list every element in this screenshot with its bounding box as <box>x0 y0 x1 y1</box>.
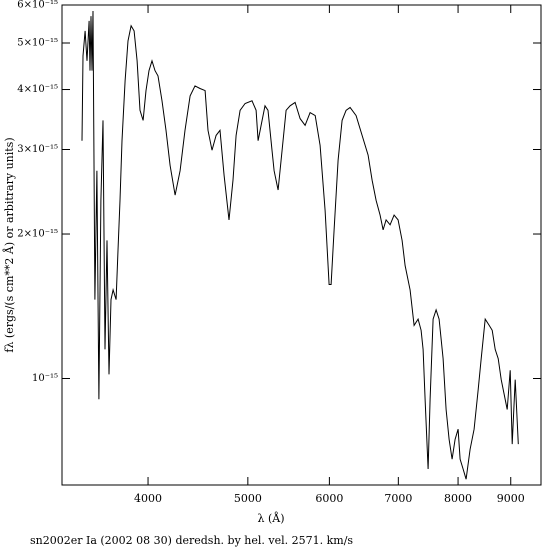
spectrum-line <box>81 10 519 480</box>
x-tick-label: 4000 <box>134 492 162 505</box>
x-axis-label: λ (Å) <box>258 511 285 525</box>
y-tick-label: 10⁻¹⁵ <box>32 373 58 384</box>
caption: sn2002er Ia (2002 08 30) deredsh. by hel… <box>30 534 353 547</box>
y-tick-label: 3×10⁻¹⁵ <box>17 144 58 155</box>
x-tick-label: 6000 <box>315 492 343 505</box>
y-tick-label: 6×10⁻¹⁵ <box>17 0 58 11</box>
x-tick-label: 7000 <box>384 492 412 505</box>
y-tick-label: 5×10⁻¹⁵ <box>17 38 58 49</box>
y-tick-label: 2×10⁻¹⁵ <box>17 229 58 240</box>
x-tick-label: 5000 <box>234 492 262 505</box>
x-tick-label: 9000 <box>497 492 525 505</box>
y-tick-label: 4×10⁻¹⁵ <box>17 84 58 95</box>
y-axis-label: fλ (ergs/(s cm**2 Å) or arbitrary units) <box>2 137 16 352</box>
plot-frame <box>61 4 542 486</box>
x-tick-label: 8000 <box>444 492 472 505</box>
